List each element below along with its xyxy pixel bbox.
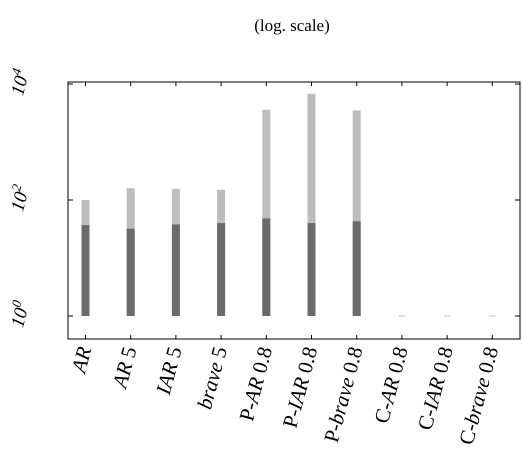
bar-dark-4 bbox=[262, 218, 271, 316]
x-tick-label: brave 5 bbox=[192, 344, 232, 412]
x-tick-label: C-brave 0.8 bbox=[454, 344, 503, 447]
x-tick-label: AR bbox=[66, 344, 96, 377]
x-tick-label: P-AR 0.8 bbox=[234, 344, 277, 423]
x-tick-label: P-brave 0.8 bbox=[319, 344, 368, 445]
y-tick-label: 100 bbox=[3, 298, 34, 330]
bars-layer bbox=[81, 93, 496, 317]
x-tick-label: C-AR 0.8 bbox=[369, 344, 412, 426]
chart-title: (log. scale) bbox=[254, 16, 330, 35]
x-tick-label: P-IAR 0.8 bbox=[278, 344, 323, 430]
x-tick-label: IAR 5 bbox=[151, 344, 187, 398]
bar-dark-1 bbox=[126, 228, 135, 316]
bar-dark-0 bbox=[81, 225, 90, 316]
x-tick-label: C-IAR 0.8 bbox=[413, 344, 458, 432]
bar-light-5 bbox=[307, 93, 316, 317]
bar-dark-2 bbox=[171, 224, 180, 316]
x-tick-label: AR 5 bbox=[107, 344, 141, 392]
plot-frame bbox=[67, 81, 521, 340]
bar-dark-3 bbox=[217, 223, 226, 316]
bar-light-6 bbox=[352, 110, 361, 316]
bar-dark-5 bbox=[307, 223, 316, 316]
y-axis: 100 102 104 bbox=[3, 66, 520, 330]
bar-dark-6 bbox=[352, 221, 361, 316]
y-tick-label: 104 bbox=[3, 66, 34, 98]
bar-light-4 bbox=[262, 109, 271, 316]
y-tick-label: 102 bbox=[3, 182, 34, 214]
